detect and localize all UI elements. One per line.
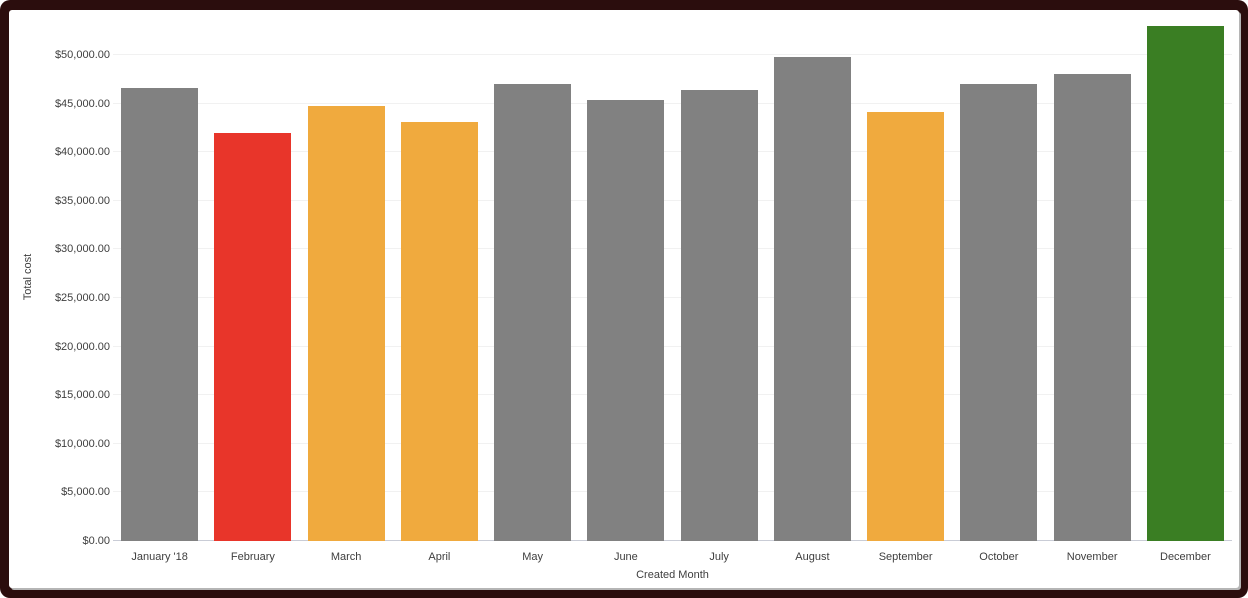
x-tick-label: July <box>709 551 729 563</box>
gridline <box>113 248 1232 250</box>
y-tick-label: $5,000.00 <box>61 486 110 499</box>
x-tick-label: October <box>979 551 1019 563</box>
x-tick-label: June <box>613 551 638 563</box>
y-tick-label: $0.00 <box>82 535 110 547</box>
bar-february[interactable] <box>214 132 292 541</box>
gridline <box>113 102 1232 104</box>
y-tick-label: $40,000.00 <box>54 146 110 159</box>
gridline <box>113 394 1232 396</box>
x-tick-label: November <box>1066 551 1118 563</box>
x-axis-baseline <box>113 540 1232 541</box>
x-tick-label: March <box>330 551 362 563</box>
gridline <box>113 54 1232 55</box>
y-tick-label: $50,000.00 <box>54 49 110 61</box>
x-axis-tick-labels: January '18 February March April May June July… <box>113 550 1232 564</box>
x-tick-label: February <box>230 551 275 563</box>
x-tick-label: December <box>1160 551 1211 563</box>
y-tick-label: $10,000.00 <box>54 437 110 450</box>
x-tick-label: August <box>795 551 830 563</box>
x-tick-label: January '18 <box>131 551 188 563</box>
x-tick-label: September <box>878 551 933 563</box>
bar-august[interactable] <box>773 56 851 541</box>
x-axis-title: Created Month <box>636 569 709 581</box>
y-tick-label: $25,000.00 <box>54 292 110 304</box>
chart-panel: Total cost $0.00 $5,000.00 $10,000.00 $15,0… <box>9 10 1239 588</box>
bar-november[interactable] <box>1053 73 1131 541</box>
bar-july[interactable] <box>680 90 758 541</box>
bar-october[interactable] <box>960 83 1038 541</box>
gridline <box>113 442 1232 444</box>
bar-september[interactable] <box>867 111 945 541</box>
y-axis-tick-labels: $0.00 $5,000.00 $10,000.00 $15,000.00 $20,00… <box>9 13 110 547</box>
y-tick-label: $45,000.00 <box>54 97 110 110</box>
x-tick-label: April <box>428 551 451 563</box>
bar-may[interactable] <box>494 84 572 541</box>
y-tick-label: $30,000.00 <box>54 243 110 256</box>
bar-april[interactable] <box>400 121 478 541</box>
y-tick-label: $15,000.00 <box>54 389 110 402</box>
y-tick-label: $20,000.00 <box>54 340 110 353</box>
bar-march[interactable] <box>307 106 385 541</box>
gridline <box>113 199 1232 201</box>
bar-december[interactable] <box>1146 25 1224 541</box>
gridline <box>113 297 1232 298</box>
x-tick-label: May <box>522 551 544 563</box>
gridline <box>113 491 1232 493</box>
plot-area <box>113 13 1232 541</box>
gridline <box>113 345 1232 347</box>
y-tick-label: $35,000.00 <box>54 194 110 207</box>
bar-january-18[interactable] <box>121 88 199 541</box>
gridline <box>113 151 1232 153</box>
bar-june[interactable] <box>587 100 665 541</box>
